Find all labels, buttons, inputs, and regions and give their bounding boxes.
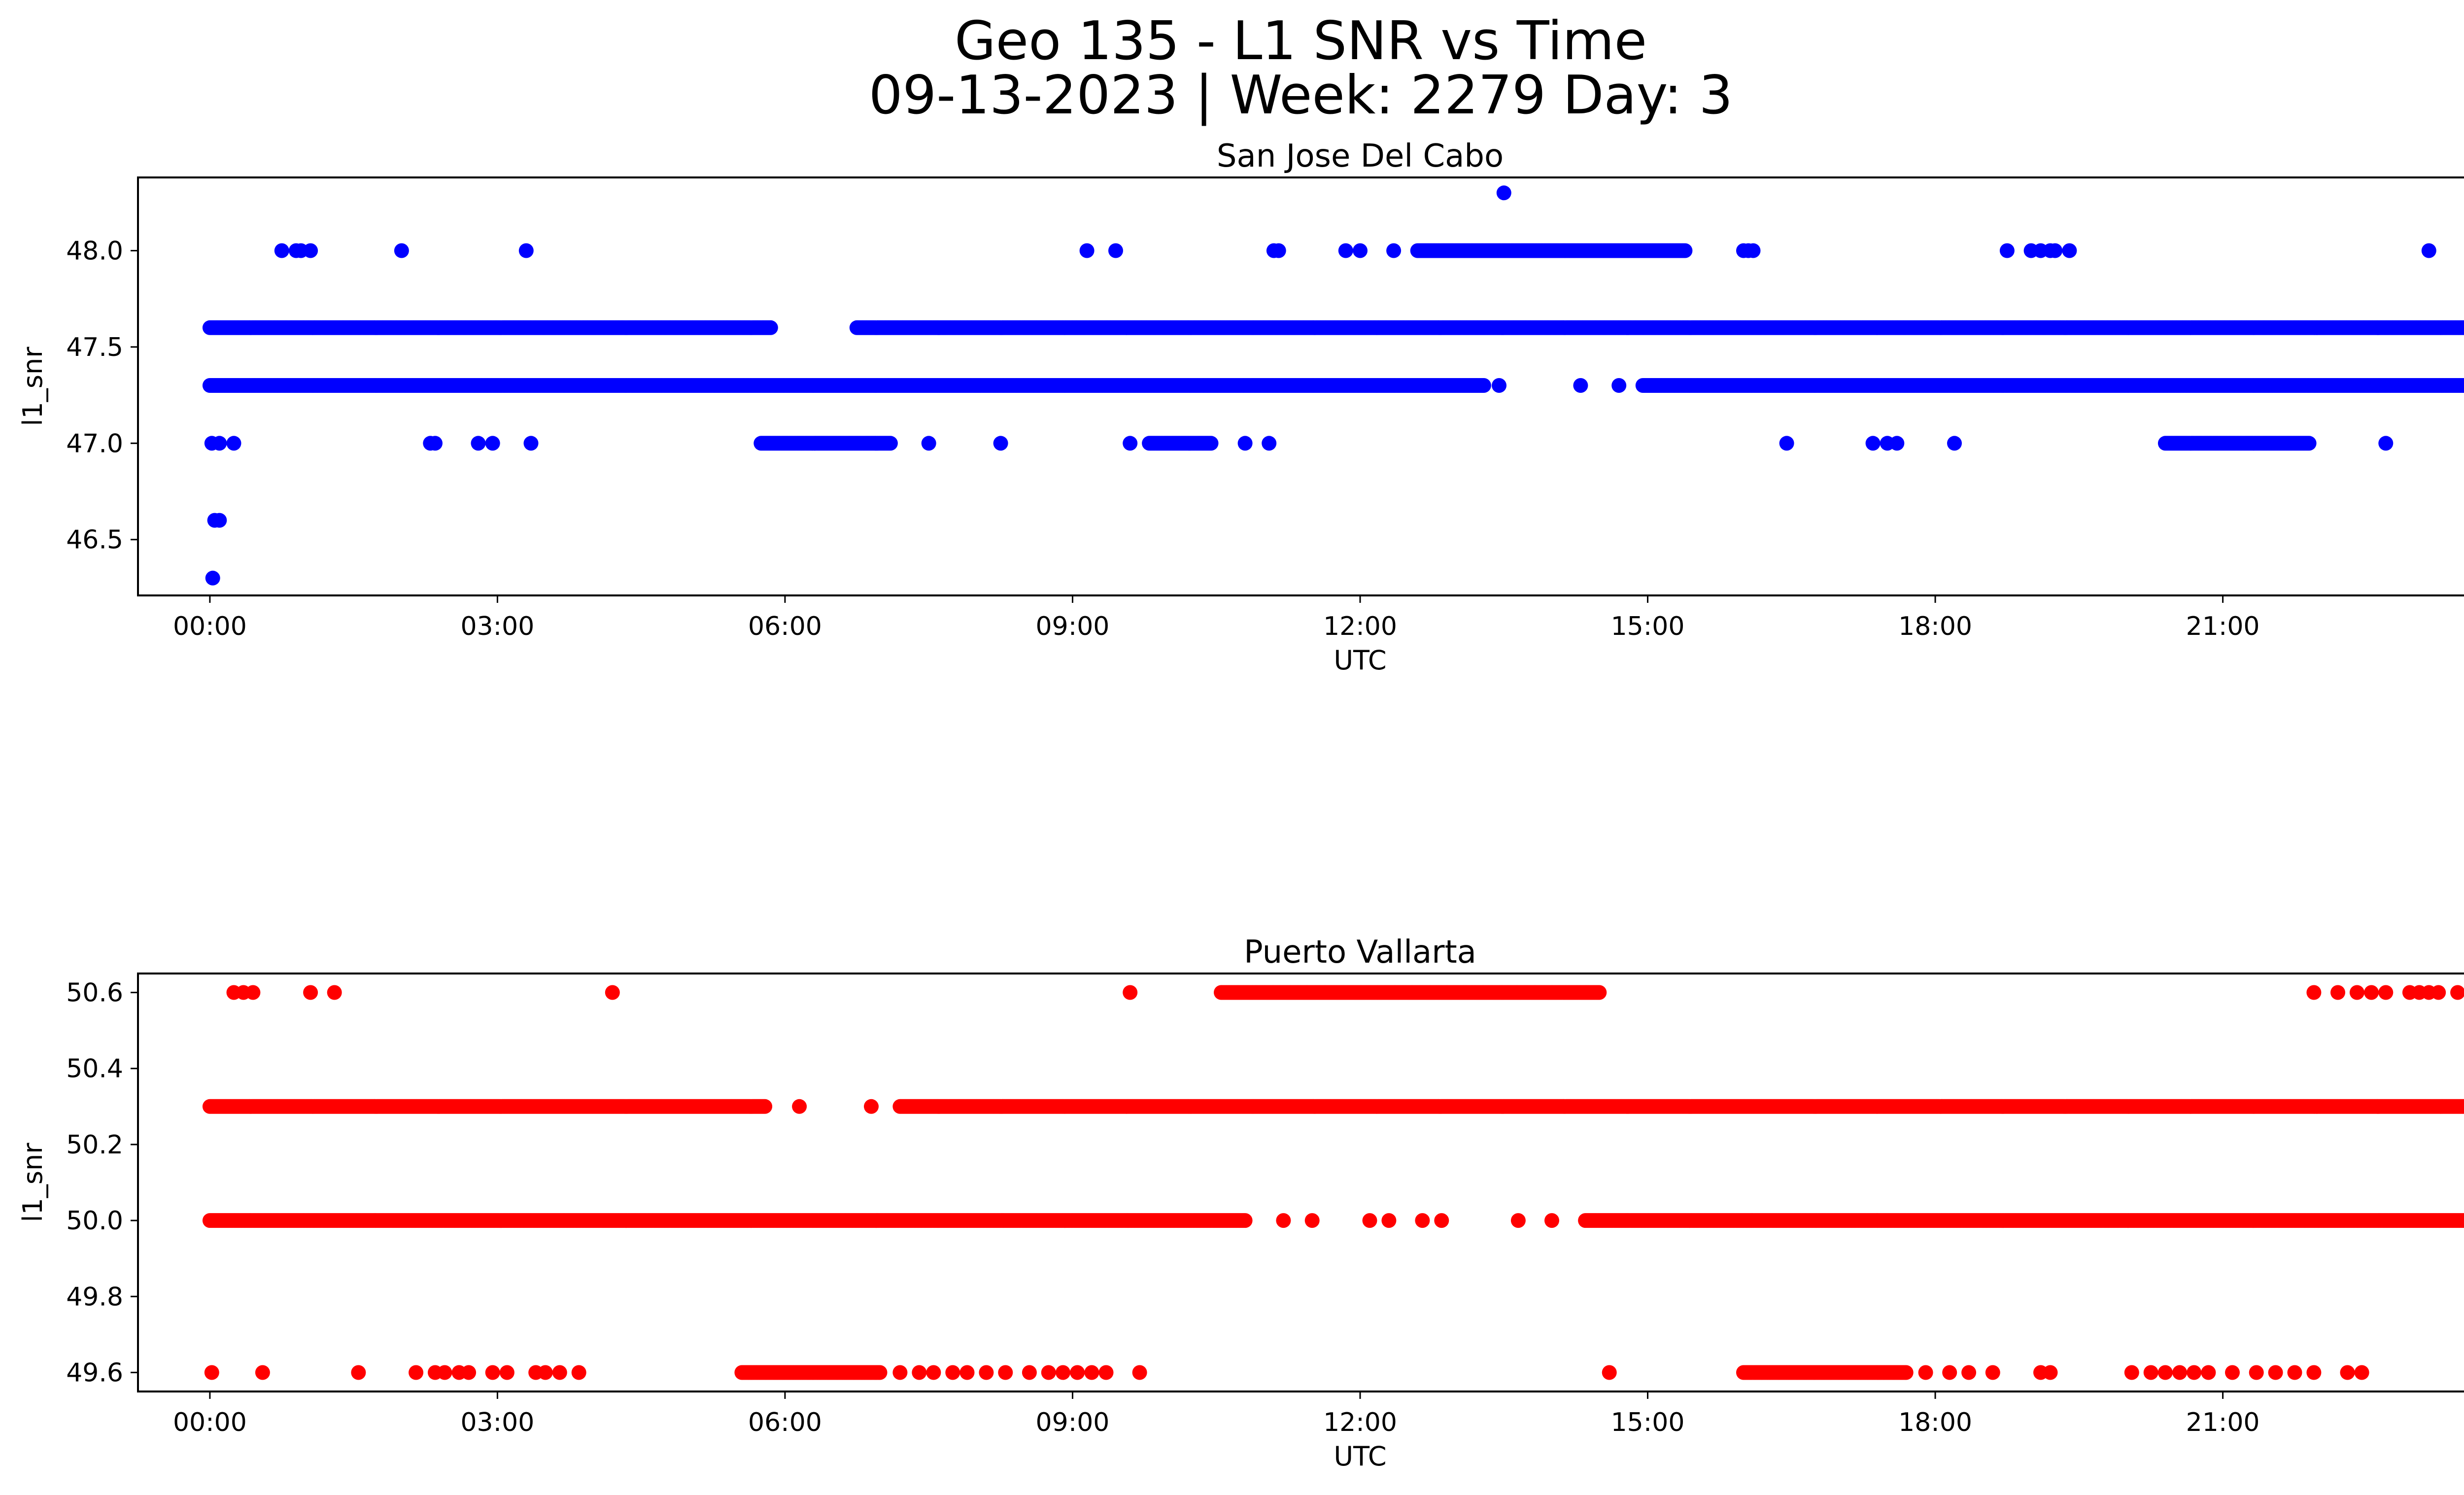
data-point	[518, 243, 534, 258]
data-point	[1745, 243, 1761, 258]
data-point	[212, 513, 227, 528]
data-point	[2463, 323, 2464, 332]
data-point	[763, 320, 778, 335]
data-point	[2062, 243, 2077, 258]
x-tick-label: 18:00	[1898, 612, 1972, 641]
data-point	[1338, 243, 1353, 258]
data-point	[523, 436, 539, 451]
x-tick-label: 00:00	[173, 612, 247, 641]
data-point	[883, 436, 898, 451]
y-tick-label: 47.5	[66, 333, 123, 362]
data-point	[471, 436, 486, 451]
subplot-title: San Jose Del Cabo	[1217, 138, 1504, 174]
data-point	[1079, 243, 1095, 258]
data-point	[1496, 185, 1511, 201]
y-tick-label: 48.0	[66, 236, 123, 266]
x-tick-label: 06:00	[748, 612, 822, 641]
figure-title-line-2: 09-13-2023 | Week: 2279 Day: 3	[868, 65, 1733, 126]
data-point	[485, 436, 500, 451]
x-axis-label: UTC	[1334, 645, 1386, 676]
x-tick-label: 12:00	[1323, 612, 1397, 641]
data-point	[2048, 243, 2063, 258]
data-point	[1353, 243, 1368, 258]
data-point	[1889, 436, 1905, 451]
data-point	[1386, 243, 1402, 258]
subplot-1: San Jose Del Cabo 00:00 03:00 06:00 09:00 12:…	[17, 138, 2464, 676]
data-point	[993, 436, 1008, 451]
data-point	[2462, 381, 2464, 390]
y-axis-label: l1_snr	[17, 347, 48, 426]
x-tick-label: 21:00	[2186, 612, 2260, 641]
data-point	[1237, 436, 1253, 451]
data-point	[1779, 436, 1794, 451]
data-point	[274, 243, 289, 258]
markers	[202, 185, 2464, 586]
figure-title-line-1: Geo 135 - L1 SNR vs Time	[954, 10, 1647, 72]
data-point	[921, 436, 936, 451]
x-tick-label: 15:00	[1611, 612, 1685, 641]
x-tick-label: 09:00	[1036, 612, 1110, 641]
data-point	[1123, 436, 1138, 451]
data-point	[205, 570, 220, 586]
data-point	[428, 436, 443, 451]
y-tick-label: 46.5	[66, 525, 123, 555]
data-point	[1947, 436, 1962, 451]
data-point	[394, 243, 409, 258]
x-tick-label: 03:00	[460, 612, 534, 641]
data-point	[1108, 243, 1123, 258]
data-point	[757, 1099, 773, 1114]
data-point	[212, 436, 227, 451]
data-point	[1865, 436, 1881, 451]
data-point	[2378, 436, 2394, 451]
data-point	[303, 243, 318, 258]
data-point	[1492, 378, 1506, 393]
data-point	[1476, 378, 1491, 393]
data-point	[1271, 243, 1286, 258]
data-point	[1677, 243, 1693, 258]
markers	[202, 985, 2464, 1380]
data-point	[2421, 243, 2436, 258]
data-point	[1999, 243, 2015, 258]
data-point	[1573, 378, 1588, 393]
data-point	[1262, 436, 1277, 451]
data-point	[1203, 436, 1219, 451]
data-point	[226, 436, 241, 451]
data-point	[1611, 378, 1627, 393]
subplot-title: Puerto Vallarta	[1244, 934, 1476, 971]
data-point	[2301, 436, 2317, 451]
y-tick-label: 47.0	[66, 429, 123, 458]
